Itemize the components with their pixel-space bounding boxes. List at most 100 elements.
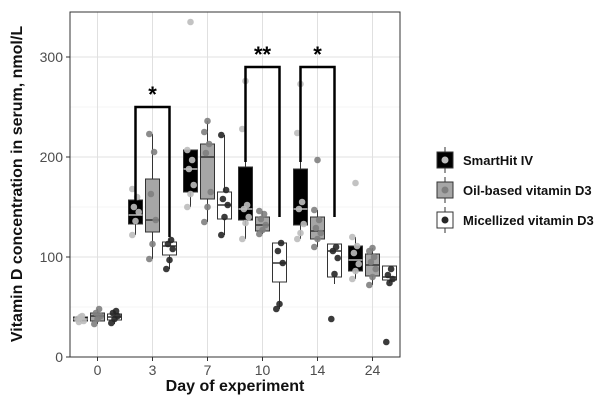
legend-label: Micellized vitamin D3 [463, 213, 594, 228]
data-point [294, 235, 301, 243]
data-point [243, 201, 251, 209]
bracket-line [244, 65, 281, 217]
legend-key-point [441, 156, 449, 164]
data-point [352, 179, 359, 187]
data-point [147, 190, 155, 198]
data-point [129, 185, 136, 193]
data-point [262, 221, 270, 229]
data-point [97, 312, 104, 320]
data-point [114, 312, 121, 320]
data-point [370, 253, 378, 261]
data-point [273, 305, 280, 313]
data-point [314, 156, 321, 164]
data-point [317, 229, 325, 237]
data-point [260, 210, 268, 218]
legend-item: SmartHit IV [436, 147, 533, 173]
data-point [314, 235, 321, 243]
x-tick-label: 3 [149, 362, 157, 378]
data-point [255, 207, 263, 215]
data-point [311, 243, 318, 251]
data-point [167, 236, 175, 244]
x-tick-label: 0 [94, 362, 102, 378]
y-tick-label: 0 [55, 349, 63, 365]
box-body [238, 166, 253, 221]
significance-markers: *** * [134, 42, 336, 237]
data-point [332, 243, 340, 251]
data-point [242, 219, 249, 227]
data-point [187, 190, 194, 198]
data-point [78, 312, 86, 320]
data-point [207, 188, 214, 196]
data-point [389, 275, 397, 283]
data-point [184, 203, 191, 211]
plot-border [69, 11, 401, 358]
data-point [366, 281, 373, 289]
y-tick-label: 200 [40, 149, 64, 165]
data-point [204, 203, 211, 211]
data-point [221, 213, 228, 221]
data-point [224, 201, 231, 209]
y-axis-title: Vitamin D concentration in serum, nmol/L [9, 26, 26, 342]
data-point [349, 233, 356, 241]
bracket-line [299, 65, 336, 217]
plot-panel [70, 12, 400, 357]
data-point [91, 320, 98, 328]
data-point [294, 129, 301, 137]
data-point [218, 131, 225, 139]
data-point [276, 300, 283, 308]
data-point [163, 265, 170, 273]
data-point [355, 260, 363, 268]
data-point [239, 235, 246, 243]
data-point [257, 215, 265, 223]
data-point [150, 148, 158, 156]
data-point [352, 267, 359, 275]
data-point [297, 229, 304, 237]
legend-item: Micellized vitamin D3 [436, 207, 594, 233]
data-point [383, 338, 390, 346]
x-axis-ticks: 0 3 7 10 14 24 [94, 357, 381, 378]
data-point [75, 318, 83, 326]
data-point [279, 259, 287, 267]
data-point [169, 245, 176, 253]
data-point [187, 18, 194, 26]
data-point [130, 203, 138, 211]
data-point [166, 256, 173, 264]
significance-bracket: ** [244, 42, 281, 217]
legend-label: SmartHit IV [463, 153, 533, 168]
y-tick-label: 300 [40, 49, 64, 65]
data-point [201, 128, 208, 136]
grid-lines [70, 12, 400, 358]
significance-label: * [313, 42, 322, 67]
data-point [188, 156, 196, 164]
y-tick-label: 100 [40, 249, 64, 265]
x-tick-label: 10 [255, 362, 271, 378]
data-point [146, 255, 153, 263]
data-point [369, 244, 376, 252]
significance-bracket: * [299, 42, 336, 217]
data-point [190, 181, 197, 189]
legend-label: Oil-based vitamin D3 [463, 183, 592, 198]
data-point [300, 220, 308, 228]
data-point [135, 208, 142, 216]
data-point [205, 140, 213, 148]
data-point [239, 125, 246, 133]
data-point [219, 195, 227, 203]
data-point [384, 271, 392, 279]
x-tick-label: 7 [204, 362, 212, 378]
data-point [372, 265, 380, 273]
data-point [112, 307, 120, 315]
significance-label: ** [254, 42, 272, 67]
x-tick-label: 14 [310, 362, 326, 378]
box-body [145, 178, 160, 233]
data-point [152, 216, 159, 224]
data-point [315, 216, 323, 224]
data-point [184, 146, 191, 154]
x-tick-label: 24 [365, 362, 381, 378]
data-point [334, 254, 342, 262]
legend-item: Oil-based vitamin D3 [436, 177, 592, 203]
x-axis-title: Day of experiment [166, 378, 305, 395]
data-point [132, 217, 139, 225]
data-point [277, 239, 285, 247]
data-point [331, 270, 338, 278]
